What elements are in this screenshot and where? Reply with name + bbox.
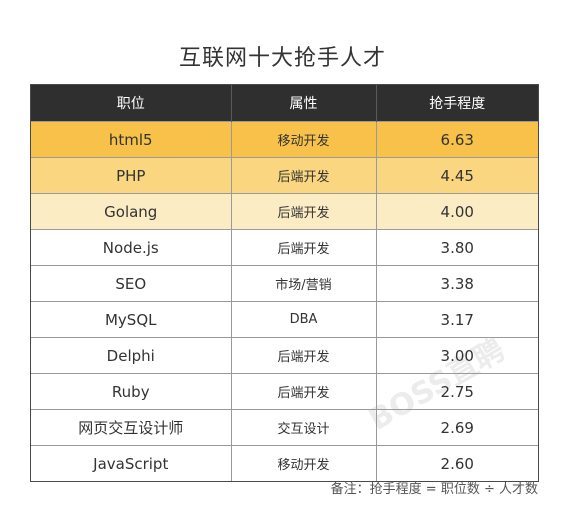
table-row: html5 移动开发 6.63: [31, 121, 538, 158]
cell-demand: 3.17: [376, 301, 538, 338]
cell-attribute: 后端开发: [231, 373, 377, 410]
header-position: 职位: [31, 85, 232, 122]
table-row: JavaScript 移动开发 2.60: [31, 445, 538, 481]
table-row: Ruby 后端开发 2.75: [31, 373, 538, 410]
cell-demand: 2.60: [376, 445, 538, 481]
cell-demand: 2.69: [376, 409, 538, 446]
cell-demand: 6.63: [376, 121, 538, 158]
cell-attribute: 后端开发: [231, 337, 377, 374]
cell-attribute: DBA: [231, 301, 377, 338]
page-title: 互联网十大抢手人才: [178, 46, 386, 71]
table-row: MySQL DBA 3.17: [31, 301, 538, 338]
cell-attribute: 后端开发: [231, 157, 377, 194]
cell-attribute: 移动开发: [231, 121, 377, 158]
table-header-row: 职位 属性 抢手程度: [31, 85, 538, 122]
cell-position: JavaScript: [31, 445, 232, 481]
table-row: PHP 后端开发 4.45: [31, 157, 538, 194]
cell-position: SEO: [31, 265, 232, 302]
cell-position: Golang: [31, 193, 232, 230]
cell-demand: 2.75: [376, 373, 538, 410]
footnote: 备注：抢手程度 = 职位数 ÷ 人才数: [330, 482, 538, 497]
cell-demand: 4.45: [376, 157, 538, 194]
table-row: Delphi 后端开发 3.00: [31, 337, 538, 374]
cell-attribute: 后端开发: [231, 229, 377, 266]
cell-attribute: 交互设计: [231, 409, 377, 446]
cell-attribute: 移动开发: [231, 445, 377, 481]
ranking-table: 职位 属性 抢手程度 html5 移动开发 6.63 PHP 后端开发 4.45…: [30, 84, 539, 482]
header-attribute: 属性: [231, 85, 377, 122]
cell-demand: 3.80: [376, 229, 538, 266]
cell-demand: 3.00: [376, 337, 538, 374]
table-row: SEO 市场/营销 3.38: [31, 265, 538, 302]
cell-position: PHP: [31, 157, 232, 194]
header-demand: 抢手程度: [376, 85, 538, 122]
table-row: 网页交互设计师 交互设计 2.69: [31, 409, 538, 446]
table-row: Golang 后端开发 4.00: [31, 193, 538, 230]
cell-position: html5: [31, 121, 232, 158]
cell-demand: 4.00: [376, 193, 538, 230]
cell-position: 网页交互设计师: [31, 409, 232, 446]
table-row: Node.js 后端开发 3.80: [31, 229, 538, 266]
cell-position: MySQL: [31, 301, 232, 338]
cell-position: Delphi: [31, 337, 232, 374]
cell-attribute: 后端开发: [231, 193, 377, 230]
cell-position: Ruby: [31, 373, 232, 410]
cell-demand: 3.38: [376, 265, 538, 302]
cell-attribute: 市场/营销: [231, 265, 377, 302]
cell-position: Node.js: [31, 229, 232, 266]
